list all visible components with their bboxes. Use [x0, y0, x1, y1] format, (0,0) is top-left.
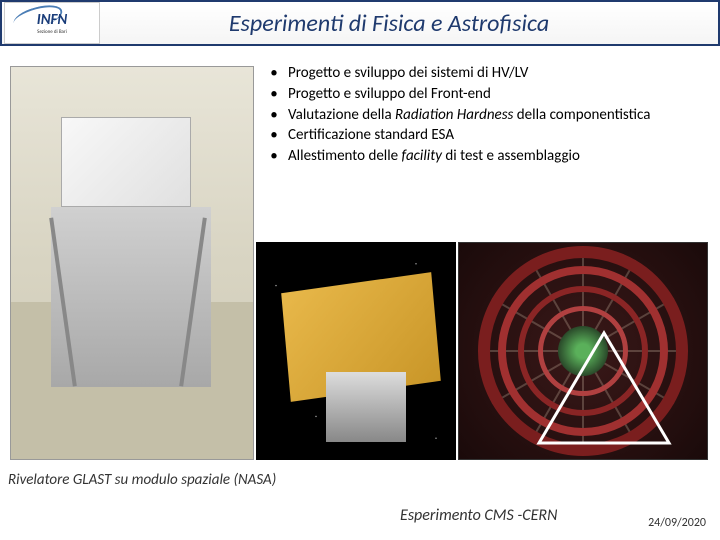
bullet-marker: • — [260, 147, 288, 166]
bullet-item: • Progetto e sviluppo del Front-end — [260, 85, 700, 104]
glast-detector-image — [10, 66, 254, 460]
logo-text: INFN — [37, 11, 68, 29]
bullet-list: • Progetto e sviluppo dei sistemi di HV/… — [260, 64, 700, 168]
caption-glast: Rivelatore GLAST su modulo spaziale (NAS… — [8, 471, 276, 489]
bullet-text: Valutazione della Radiation Hardness del… — [288, 106, 700, 125]
bullet-text: Progetto e sviluppo dei sistemi di HV/LV — [288, 64, 700, 83]
slide-header: INFN Sezione di Bari Esperimenti di Fisi… — [0, 0, 720, 46]
slide-content: • Progetto e sviluppo dei sistemi di HV/… — [0, 46, 720, 490]
bullet-item: • Valutazione della Radiation Hardness d… — [260, 106, 700, 125]
logo-subtitle: Sezione di Bari — [37, 30, 67, 35]
bullet-text: Certificazione standard ESA — [288, 126, 700, 145]
bullet-marker: • — [260, 64, 288, 83]
bullet-text: Progetto e sviluppo del Front-end — [288, 85, 700, 104]
bullet-marker: • — [260, 106, 288, 125]
caption-cms: Esperimento CMS -CERN — [400, 506, 557, 525]
satellite-top-box — [61, 117, 191, 207]
bullet-item: • Progetto e sviluppo dei sistemi di HV/… — [260, 64, 700, 83]
satellite-base — [51, 207, 211, 387]
cms-detector-image — [458, 242, 708, 460]
cms-triangle-overlay — [529, 323, 679, 453]
satellite-space-image — [256, 242, 456, 460]
bullet-text: Allestimento delle facility di test e as… — [288, 147, 700, 166]
infn-logo: INFN Sezione di Bari — [4, 2, 100, 44]
bullet-item: • Certificazione standard ESA — [260, 126, 700, 145]
footer-date: 24/09/2020 — [648, 516, 706, 530]
bullet-item: • Allestimento delle facility di test e … — [260, 147, 700, 166]
satellite-body — [326, 372, 406, 442]
slide-title: Esperimenti di Fisica e Astrofisica — [100, 9, 718, 38]
bullet-marker: • — [260, 85, 288, 104]
bullet-marker: • — [260, 126, 288, 145]
